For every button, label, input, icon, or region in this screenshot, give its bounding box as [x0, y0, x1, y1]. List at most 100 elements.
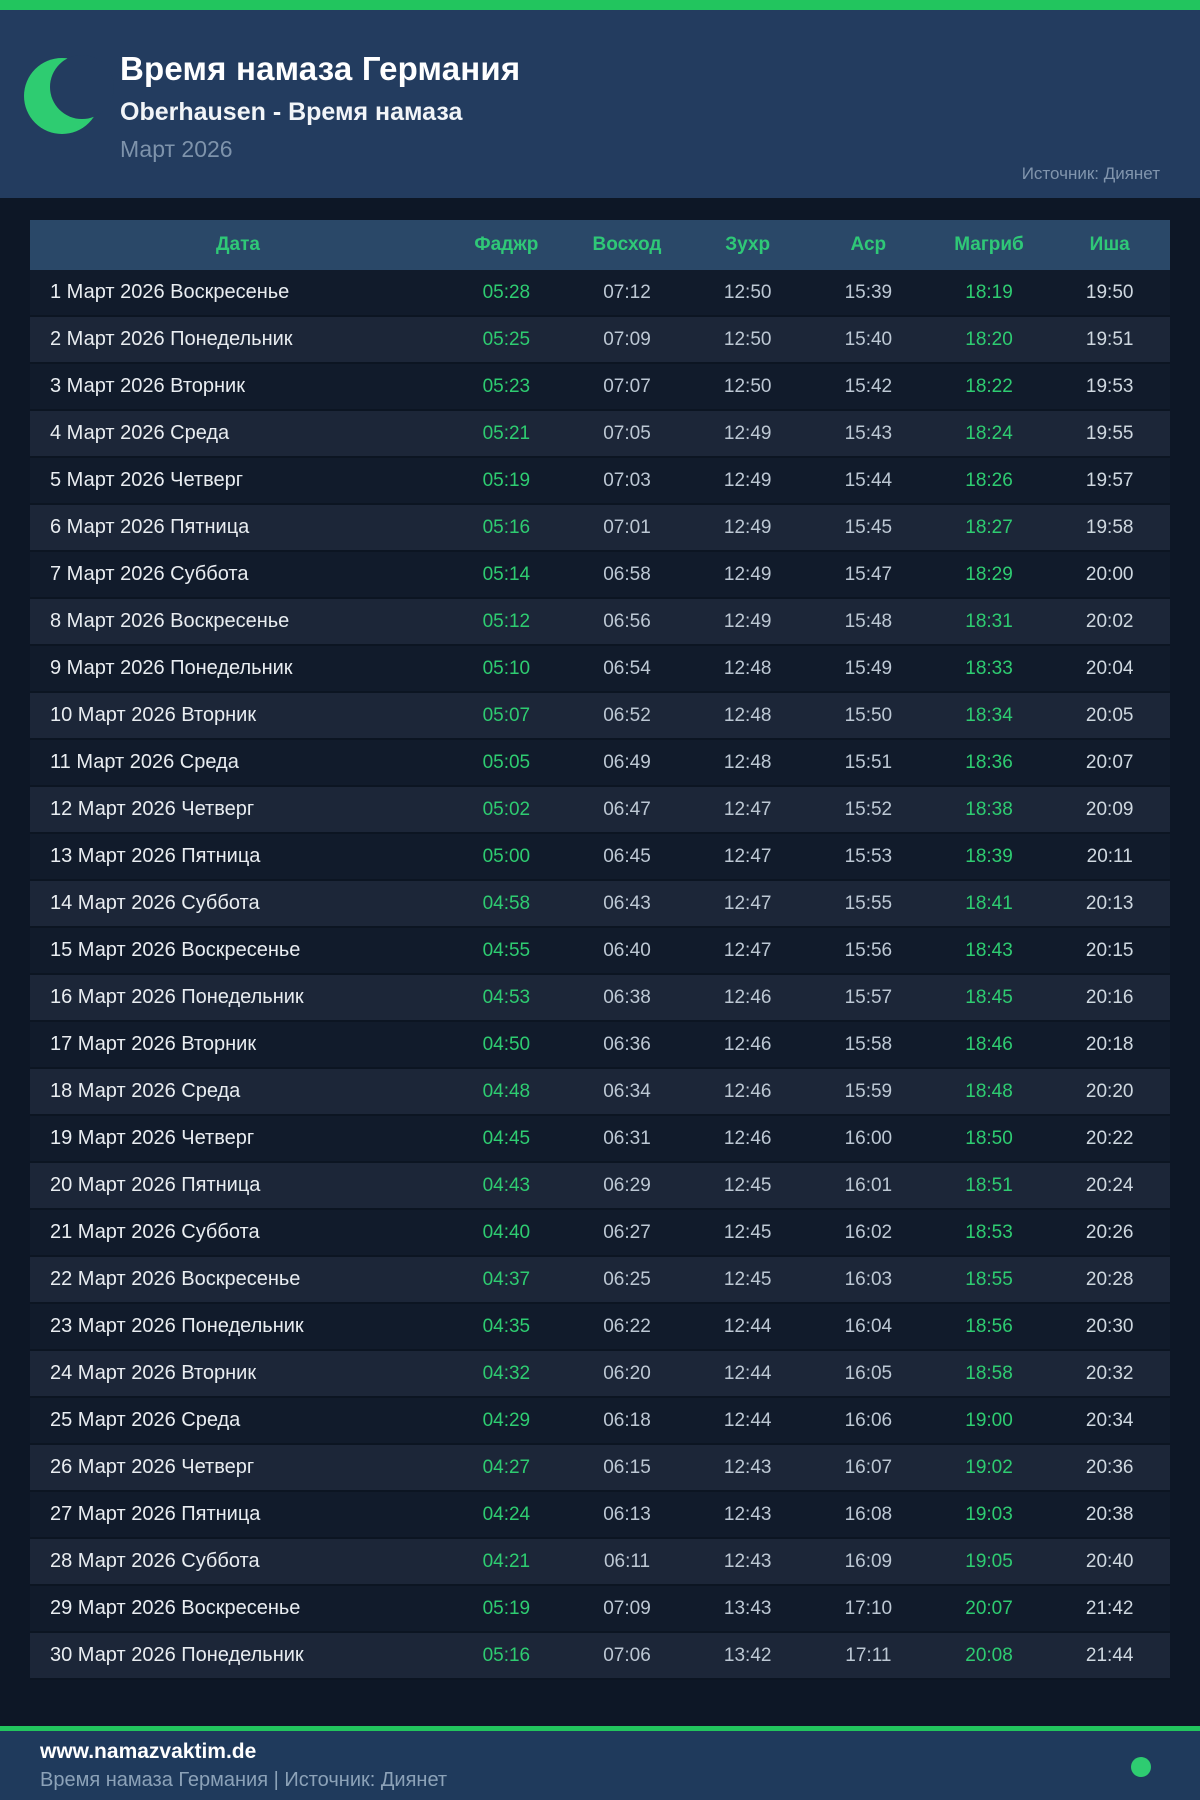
- cell-maghrib: 18:20: [965, 328, 1013, 350]
- cell-sunrise: 06:58: [603, 563, 651, 585]
- cell-date: 14 Март 2026 Суббота: [50, 892, 260, 914]
- cell-isha: 19:50: [1085, 281, 1134, 303]
- cell-dhuhr: 12:50: [723, 375, 772, 397]
- table-row: 10 Март 2026 Вторник 05:07 06:52 12:48 1…: [30, 693, 1170, 740]
- cell-isha: 20:20: [1085, 1080, 1134, 1102]
- cell-fajr: 05:23: [482, 375, 531, 397]
- cell-maghrib: 18:26: [965, 469, 1013, 491]
- cell-asr: 16:05: [844, 1362, 893, 1384]
- table-row: 20 Март 2026 Пятница 04:43 06:29 12:45 1…: [30, 1163, 1170, 1210]
- cell-dhuhr: 12:48: [723, 657, 772, 679]
- cell-asr: 16:03: [844, 1268, 893, 1290]
- cell-asr: 16:07: [844, 1456, 893, 1478]
- footer-tagline: Время намаза Германия | Источник: Диянет: [40, 1769, 448, 1791]
- table-header-row: Дата Фаджр Восход Зухр Аср Магриб Иша: [30, 220, 1170, 270]
- cell-asr: 16:00: [844, 1127, 893, 1149]
- cell-isha: 20:34: [1085, 1409, 1134, 1431]
- cell-dhuhr: 12:43: [723, 1456, 772, 1478]
- cell-asr: 15:55: [844, 892, 893, 914]
- cell-maghrib: 19:03: [965, 1503, 1013, 1525]
- cell-fajr: 04:29: [482, 1409, 531, 1431]
- prayer-times-table: Дата Фаджр Восход Зухр Аср Магриб Иша 1 …: [30, 220, 1170, 1680]
- page-footer: www.namazvaktim.de Время намаза Германия…: [0, 1726, 1200, 1800]
- cell-asr: 15:51: [844, 751, 893, 773]
- table-row: 12 Март 2026 Четверг 05:02 06:47 12:47 1…: [30, 787, 1170, 834]
- cell-fajr: 04:27: [482, 1456, 531, 1478]
- table-row: 16 Март 2026 Понедельник 04:53 06:38 12:…: [30, 975, 1170, 1022]
- cell-fajr: 05:14: [482, 563, 531, 585]
- cell-fajr: 05:05: [482, 751, 531, 773]
- top-accent-bar: [0, 0, 1200, 10]
- table-row: 9 Март 2026 Понедельник 05:10 06:54 12:4…: [30, 646, 1170, 693]
- cell-sunrise: 06:25: [603, 1268, 651, 1290]
- cell-dhuhr: 12:46: [723, 1080, 772, 1102]
- cell-maghrib: 18:34: [965, 704, 1013, 726]
- cell-asr: 16:09: [844, 1550, 893, 1572]
- cell-sunrise: 07:09: [603, 328, 651, 350]
- cell-asr: 15:49: [844, 657, 893, 679]
- cell-isha: 19:53: [1085, 375, 1134, 397]
- cell-dhuhr: 12:47: [723, 939, 772, 961]
- column-header-asr: Аср: [850, 234, 887, 255]
- cell-isha: 19:51: [1085, 328, 1134, 350]
- column-header-sunrise: Восход: [592, 234, 662, 255]
- cell-maghrib: 18:48: [965, 1080, 1013, 1102]
- cell-maghrib: 18:55: [965, 1268, 1013, 1290]
- month-label: Март 2026: [120, 136, 233, 162]
- cell-fajr: 04:50: [482, 1033, 531, 1055]
- cell-asr: 15:47: [844, 563, 893, 585]
- cell-dhuhr: 12:49: [723, 610, 772, 632]
- cell-isha: 20:11: [1086, 845, 1133, 867]
- cell-date: 26 Март 2026 Четверг: [50, 1456, 255, 1478]
- table-row: 25 Март 2026 Среда 04:29 06:18 12:44 16:…: [30, 1398, 1170, 1445]
- table-row: 30 Март 2026 Понедельник 05:16 07:06 13:…: [30, 1633, 1170, 1680]
- cell-fajr: 05:21: [482, 422, 531, 444]
- cell-dhuhr: 12:47: [723, 798, 772, 820]
- cell-sunrise: 06:20: [603, 1362, 651, 1384]
- column-header-maghrib: Магриб: [954, 234, 1024, 255]
- cell-isha: 19:57: [1085, 469, 1134, 491]
- page-header: Время намаза Германия Oberhausen - Время…: [0, 10, 1200, 198]
- cell-date: 27 Март 2026 Пятница: [50, 1503, 261, 1525]
- cell-sunrise: 07:05: [603, 422, 651, 444]
- table-row: 15 Март 2026 Воскресенье 04:55 06:40 12:…: [30, 928, 1170, 975]
- cell-isha: 20:09: [1085, 798, 1134, 820]
- cell-dhuhr: 12:45: [723, 1221, 772, 1243]
- cell-sunrise: 07:01: [603, 516, 651, 538]
- cell-fajr: 04:24: [482, 1503, 531, 1525]
- footer-site-link[interactable]: www.namazvaktim.de: [40, 1740, 257, 1763]
- cell-date: 2 Март 2026 Понедельник: [50, 328, 293, 350]
- cell-sunrise: 06:45: [603, 845, 651, 867]
- cell-isha: 20:00: [1085, 563, 1134, 585]
- cell-asr: 15:52: [844, 798, 893, 820]
- cell-maghrib: 19:05: [965, 1550, 1013, 1572]
- cell-isha: 21:42: [1085, 1597, 1134, 1619]
- cell-maghrib: 18:38: [965, 798, 1013, 820]
- table-row: 13 Март 2026 Пятница 05:00 06:45 12:47 1…: [30, 834, 1170, 881]
- cell-maghrib: 18:27: [965, 516, 1013, 538]
- cell-maghrib: 18:41: [965, 892, 1013, 914]
- cell-asr: 15:40: [844, 328, 893, 350]
- cell-isha: 20:24: [1085, 1174, 1134, 1196]
- cell-fajr: 04:58: [482, 892, 531, 914]
- cell-sunrise: 06:49: [603, 751, 651, 773]
- cell-sunrise: 06:15: [603, 1456, 651, 1478]
- cell-fajr: 04:21: [482, 1550, 531, 1572]
- cell-maghrib: 18:29: [965, 563, 1013, 585]
- column-header-dhuhr: Зухр: [725, 234, 771, 255]
- cell-fajr: 05:02: [482, 798, 531, 820]
- cell-maghrib: 18:22: [965, 375, 1013, 397]
- cell-isha: 20:18: [1085, 1033, 1134, 1055]
- footer-panel: www.namazvaktim.de Время намаза Германия…: [0, 1731, 1200, 1800]
- cell-sunrise: 06:18: [603, 1409, 651, 1431]
- cell-dhuhr: 12:48: [723, 751, 772, 773]
- cell-asr: 15:59: [844, 1080, 893, 1102]
- cell-isha: 20:28: [1085, 1268, 1134, 1290]
- cell-maghrib: 18:31: [965, 610, 1013, 632]
- crescent-moon-icon: [24, 55, 114, 134]
- cell-sunrise: 07:03: [603, 469, 651, 491]
- cell-fajr: 04:37: [482, 1268, 531, 1290]
- cell-asr: 15:53: [844, 845, 893, 867]
- table-row: 14 Март 2026 Суббота 04:58 06:43 12:47 1…: [30, 881, 1170, 928]
